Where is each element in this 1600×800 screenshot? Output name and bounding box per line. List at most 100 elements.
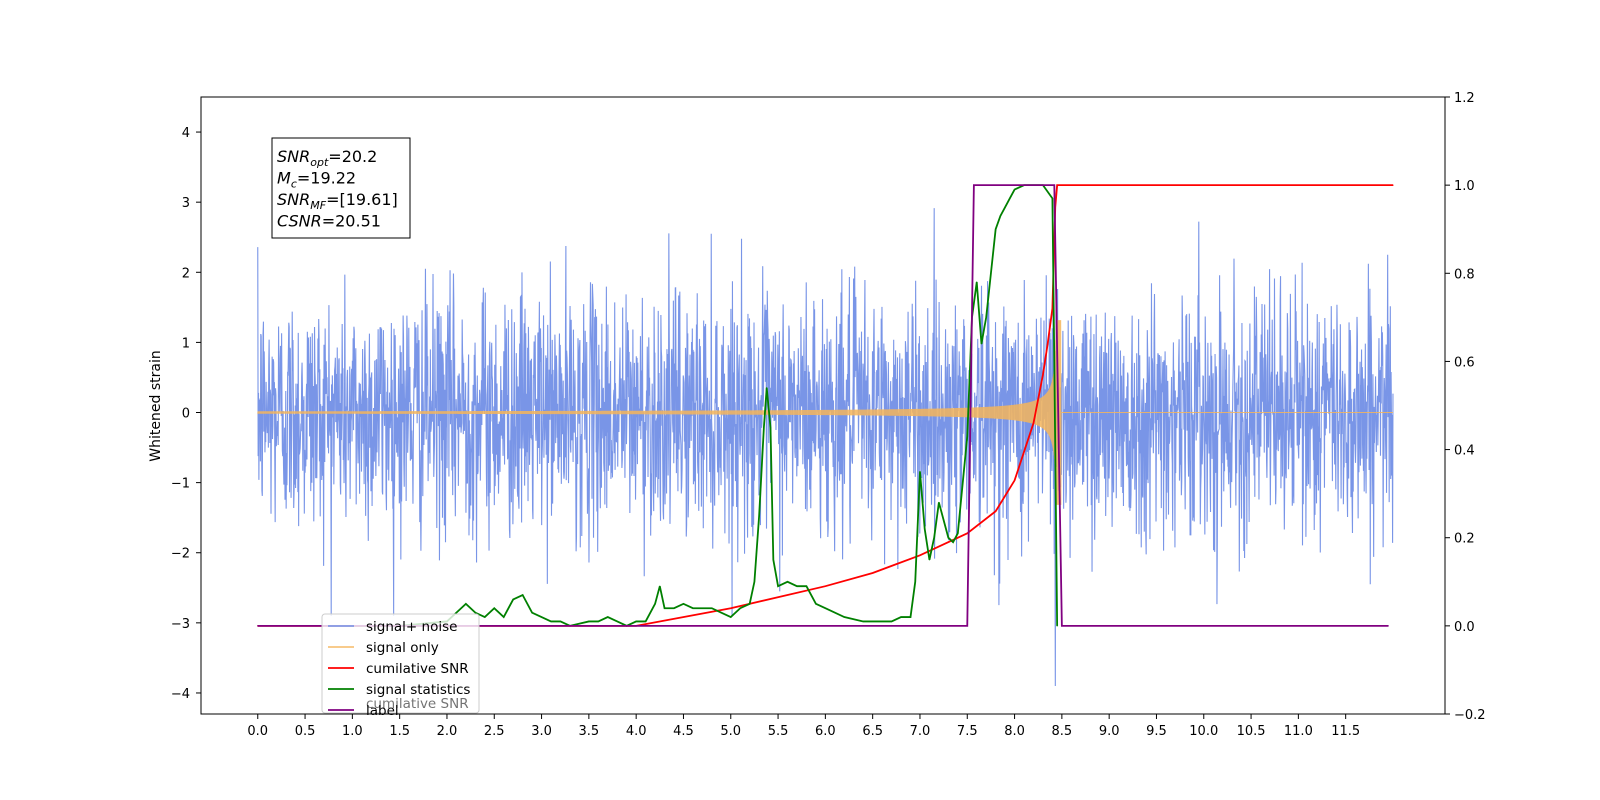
point-signal-statistics — [512, 598, 514, 601]
x-tick-label: 8.0 — [1004, 724, 1025, 739]
x-tick-label: 6.5 — [862, 724, 883, 739]
point-signal-statistics — [455, 612, 458, 614]
point-signal-statistics — [995, 228, 997, 230]
legend-label: label — [366, 703, 399, 719]
y-tick-label: −3 — [171, 617, 190, 632]
y-tick-label: 1 — [182, 336, 190, 351]
point-signal-statistics — [474, 612, 476, 614]
point-signal-statistics — [1013, 188, 1016, 191]
stats-line: SNRopt=20.2 — [277, 147, 377, 169]
x-tick-label: 2.0 — [437, 724, 458, 739]
x-tick-label: 0.5 — [295, 724, 316, 739]
point-signal-statistics — [763, 426, 765, 429]
point-signal-statistics — [980, 343, 983, 345]
point-signal-statistics — [947, 537, 949, 539]
point-cumilative-snr — [995, 510, 997, 512]
point-signal-statistics — [766, 387, 768, 389]
x-tick-label: 1.0 — [342, 724, 363, 739]
point-signal-statistics — [890, 620, 893, 623]
series-line-label — [257, 184, 1389, 627]
point-signal-statistics — [493, 607, 495, 609]
point-signal-statistics — [769, 426, 772, 429]
point-label — [966, 625, 968, 627]
point-signal-statistics — [796, 585, 798, 587]
x-tick-label: 3.5 — [579, 724, 600, 739]
y-axis-left: 4 3 2 1 0 −1 −2 −3 −4 — [171, 126, 201, 702]
point-signal-statistics — [692, 607, 694, 609]
legend-frame — [321, 613, 480, 714]
point-label — [1387, 625, 1389, 627]
point-signal-statistics — [559, 620, 562, 623]
plot-series — [257, 184, 1394, 686]
y-tick-label: −1 — [171, 477, 190, 492]
point-signal-statistics — [928, 559, 931, 561]
x-tick-label: 5.0 — [720, 724, 741, 739]
point-label — [257, 625, 259, 627]
point-signal-statistics — [786, 581, 789, 583]
plot-frame — [200, 96, 1446, 715]
point-signal-statistics — [900, 616, 902, 618]
point-signal-statistics — [597, 620, 599, 623]
point-label — [1053, 184, 1055, 186]
point-signal-statistics — [758, 515, 760, 517]
point-cumilative-snr — [1042, 374, 1044, 376]
y2-tick-label: 0.8 — [1454, 267, 1475, 282]
stats-box-frame — [271, 137, 411, 239]
x-tick-label: 6.0 — [815, 724, 836, 739]
x-axis: 0.0 0.5 1.0 1.5 2.0 2.5 3.0 3.5 4.0 4.5 5.0 5.5 6.0 6… — [247, 714, 1360, 739]
point-signal-statistics — [772, 559, 774, 561]
point-signal-statistics — [933, 537, 935, 539]
y-tick-label: 0 — [182, 407, 190, 422]
x-tick-label: 4.5 — [673, 724, 694, 739]
point-cumilative-snr — [1058, 184, 1060, 186]
x-tick-label: 1.5 — [389, 724, 410, 739]
point-signal-statistics — [1053, 360, 1055, 363]
point-signal-statistics — [654, 603, 656, 605]
point-signal-statistics — [1056, 625, 1058, 627]
point-signal-statistics — [909, 616, 912, 618]
legend-label: cumilative SNR — [366, 661, 469, 677]
point-signal-statistics — [645, 620, 647, 623]
series-signal-only — [257, 320, 1393, 505]
x-tick-label: 10.5 — [1237, 724, 1266, 739]
point-signal-statistics — [1009, 197, 1011, 199]
point-cumilative-snr — [824, 585, 826, 587]
stats-line: CSNR=20.51 — [277, 212, 381, 231]
x-tick-label: 9.0 — [1099, 724, 1120, 739]
y-axis-right: 1.2 1.0 0.8 0.6 0.4 0.2 0.0 −0.2 — [1445, 91, 1486, 723]
point-signal-statistics — [914, 581, 916, 583]
point-cumilative-snr — [1051, 307, 1054, 310]
point-signal-statistics — [919, 471, 921, 473]
point-signal-statistics — [815, 603, 817, 605]
y-axis-label: Whitened strain — [148, 350, 164, 461]
y2-tick-label: 0.0 — [1454, 620, 1475, 635]
x-tick-label: 9.5 — [1146, 724, 1167, 739]
x-tick-label: 0.0 — [247, 724, 268, 739]
point-signal-statistics — [673, 607, 675, 609]
point-signal-statistics — [616, 620, 618, 623]
x-tick-label: 4.0 — [626, 724, 647, 739]
point-signal-statistics — [711, 607, 713, 609]
point-signal-statistics — [966, 435, 968, 437]
stats-box: SNRopt=20.2Mc=19.22SNRMF=[19.61]CSNR=20.… — [271, 137, 411, 239]
point-signal-statistics — [777, 585, 779, 587]
y2-tick-label: 0.4 — [1454, 444, 1475, 459]
series-cumilative-snr — [257, 184, 1394, 627]
y2-tick-label: −0.2 — [1454, 708, 1486, 723]
legend-label: signal+ noise — [366, 619, 457, 635]
point-cumilative-snr — [1056, 184, 1058, 186]
legend: cumilative SNR signal+ noise signal only cu… — [321, 613, 480, 719]
y-tick-label: −4 — [171, 687, 190, 702]
point-signal-statistics — [990, 272, 992, 274]
legend-label: signal statistics — [366, 682, 470, 698]
point-signal-statistics — [1004, 206, 1006, 208]
point-signal-statistics — [588, 620, 590, 623]
point-cumilative-snr — [730, 607, 732, 609]
y-tick-label: 4 — [182, 126, 190, 141]
y2-tick-label: 1.0 — [1454, 179, 1475, 194]
point-signal-statistics — [659, 585, 661, 587]
point-signal-statistics — [938, 501, 940, 504]
stats-line: SNRMF=[19.61] — [277, 190, 398, 212]
point-signal-statistics — [720, 612, 722, 614]
y2-tick-label: 0.2 — [1454, 532, 1475, 547]
